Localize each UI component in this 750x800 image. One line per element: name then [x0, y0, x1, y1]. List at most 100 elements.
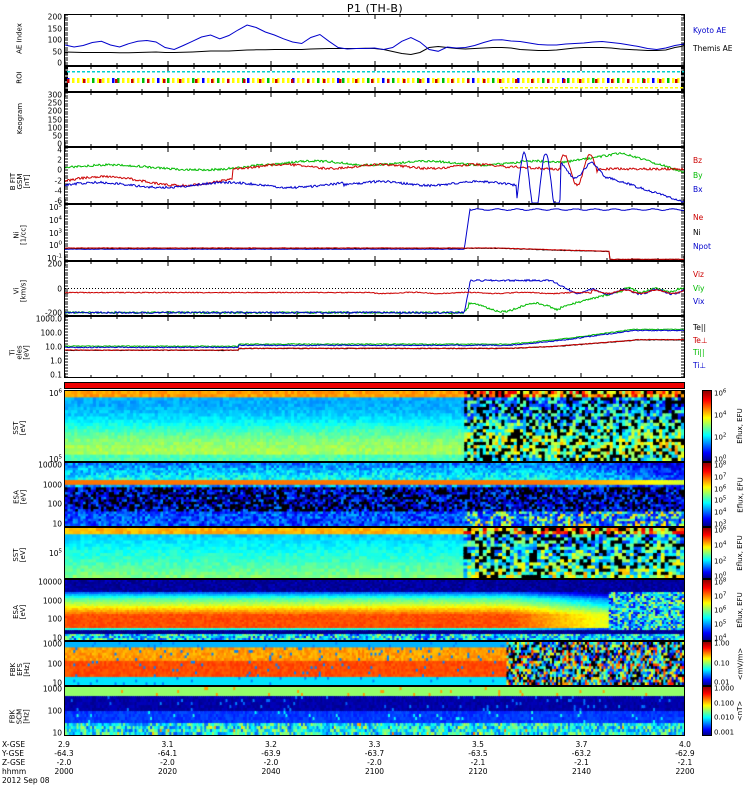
- ytick: 250: [47, 98, 62, 108]
- cb-fbk-e: [702, 641, 712, 686]
- xaxis-tick-zgse: -2.0: [56, 758, 72, 767]
- colorbar-tick: 106: [714, 388, 727, 398]
- xaxis-tick-xgse: 3.3: [368, 740, 381, 749]
- colorbar-tick: 102: [714, 432, 727, 442]
- panel-ae-ylabel: AE Index: [15, 23, 24, 54]
- ytick: 50: [52, 46, 62, 56]
- ytick: 10-1: [46, 253, 62, 263]
- ytick: 0: [57, 139, 62, 149]
- colorbar-tick: 108: [714, 577, 727, 587]
- panel-vi-ylabel: Vi [km/s]: [12, 279, 27, 302]
- series-label-KyotoAE: Kyoto AE: [693, 26, 727, 36]
- series-label-Te: Te⊥: [693, 335, 708, 345]
- xaxis-tick-zgse: -2.1: [574, 758, 589, 767]
- cb-esa-e: [702, 462, 712, 527]
- ytick: 105: [48, 202, 62, 212]
- ytick: 150: [47, 23, 62, 33]
- ytick: 100: [48, 240, 62, 251]
- ytick: 200: [47, 259, 62, 269]
- ytick: 300: [47, 90, 62, 100]
- ytick: 2: [57, 155, 62, 165]
- ytick: 150: [47, 114, 62, 124]
- series-label-Npot: Npot: [693, 241, 711, 251]
- xaxis-tick-ygse: -63.5: [468, 749, 488, 758]
- ytick: 105: [48, 548, 62, 558]
- colorbar-tick: 0.01: [714, 678, 730, 687]
- xaxis-tick-ygse: -62.9: [675, 749, 695, 758]
- panel-sst_e: [64, 390, 685, 462]
- colorbar-tick: 106: [714, 483, 727, 494]
- cb-fbk-b: [702, 686, 712, 736]
- ytick: -2: [54, 175, 62, 185]
- xaxis-tick-hhmm: 2120: [468, 767, 488, 776]
- cb-sst-e: [702, 390, 712, 462]
- panel-ti: [64, 316, 685, 378]
- ni-traces: [65, 208, 684, 260]
- colorbar-label: Eflux, EFU: [736, 476, 744, 513]
- xaxis-tick-xgse: 2.9: [58, 740, 70, 749]
- xaxis-row-label: Z-GSE: [2, 758, 26, 767]
- roi-markers: [67, 71, 684, 89]
- colorbar-tick: 105: [714, 619, 727, 629]
- panel-fbk_e-ylabel: FBK EFS [Hz]: [8, 661, 31, 677]
- cb-sst-i: [702, 527, 712, 579]
- panel-esa_e-ylabel: ESA [eV]: [12, 489, 27, 504]
- ytick: 10: [52, 678, 62, 688]
- spectrogram-sst_e: [65, 391, 684, 461]
- colorbar-tick: 1.000: [714, 684, 735, 693]
- ytick: 100: [47, 614, 62, 624]
- panel-sst_i: [64, 527, 685, 579]
- ytick: 4: [57, 145, 62, 155]
- panel-keogram: [64, 92, 685, 147]
- xaxis-tick-xgse: 3.5: [472, 740, 484, 749]
- panel-frame-ticks: [65, 262, 684, 315]
- xaxis-tick-xgse: 3.7: [575, 740, 588, 749]
- series-label-Ti: Ti||: [693, 348, 705, 358]
- ytick: -6: [54, 196, 62, 206]
- ytick: 10000: [38, 577, 62, 587]
- series-label-Ti: Ti⊥: [693, 360, 706, 370]
- ytick: 0.1: [50, 370, 62, 380]
- colorbar-tick: 104: [714, 540, 727, 550]
- series-label-Bz: Bz: [693, 156, 703, 166]
- ytick: 100: [47, 706, 62, 716]
- colorbar-label: <nT>: [736, 700, 744, 722]
- series-label-Viy: Viy: [693, 283, 705, 293]
- panel-ti-ylabel: Ti eles [eV]: [8, 345, 31, 360]
- panel-ae: [64, 14, 685, 66]
- colorbar-tick: 0.10: [714, 659, 730, 667]
- series-label-Viz: Viz: [693, 269, 704, 279]
- series-label-Te: Te||: [693, 323, 706, 333]
- ytick: 1000: [42, 684, 62, 694]
- spectrogram-fbk_e: [65, 642, 684, 685]
- ytick: 10000: [38, 460, 62, 470]
- colorbar-tick: 106: [714, 525, 727, 535]
- colorbar-tick: 104: [714, 507, 727, 517]
- panel-bfit-ylabel: B FIT GSM [nT]: [8, 172, 31, 190]
- xaxis-tick-xgse: 4.0: [679, 740, 691, 749]
- panel-esa_i-ylabel: ESA [eV]: [12, 604, 27, 620]
- colorbar-tick: 0.001: [714, 728, 735, 737]
- colorbar-label: Eflux, EFU: [736, 592, 744, 628]
- ytick: 100.0: [40, 328, 62, 338]
- ytick: 1.0: [50, 356, 62, 366]
- xaxis-tick-xgse: 3.2: [265, 740, 277, 749]
- colorbar-tick: 1.00: [714, 639, 730, 648]
- page-title: P1 (TH-B): [346, 2, 404, 15]
- ytick: 1000: [42, 595, 62, 605]
- panel-frame-ticks: [65, 15, 684, 65]
- series-label-Ne: Ne: [693, 213, 704, 223]
- panel-bfit: [64, 147, 685, 204]
- ytick: 0: [57, 283, 62, 293]
- vi-traces: [65, 278, 684, 315]
- spectrogram-esa_i: [65, 580, 684, 640]
- bfit-traces: [65, 151, 684, 203]
- ytick: -4: [54, 186, 62, 196]
- colorbar-tick: 0.100: [714, 699, 735, 708]
- colorbar-tick: 102: [714, 555, 727, 566]
- panel-frame-ticks: [65, 93, 684, 146]
- ytick: -200: [44, 308, 62, 318]
- ytick: 10: [52, 519, 62, 529]
- spectrogram-sst_i: [65, 528, 684, 578]
- ytick: 1000.0: [35, 314, 62, 324]
